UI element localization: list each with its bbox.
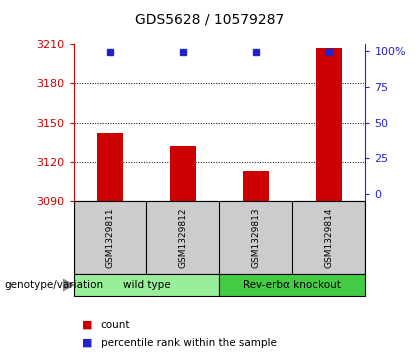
Text: ■: ■ xyxy=(82,320,92,330)
Bar xyxy=(316,48,342,201)
Text: wild type: wild type xyxy=(123,280,170,290)
Text: GDS5628 / 10579287: GDS5628 / 10579287 xyxy=(135,13,285,27)
Text: count: count xyxy=(101,320,130,330)
Bar xyxy=(74,274,220,296)
Text: percentile rank within the sample: percentile rank within the sample xyxy=(101,338,277,348)
Bar xyxy=(220,274,365,296)
Bar xyxy=(97,133,123,201)
Bar xyxy=(243,171,269,201)
Bar xyxy=(170,146,196,201)
Text: GSM1329812: GSM1329812 xyxy=(178,207,187,268)
Text: ■: ■ xyxy=(82,338,92,348)
Text: GSM1329813: GSM1329813 xyxy=(252,207,260,268)
Text: genotype/variation: genotype/variation xyxy=(4,280,103,290)
Polygon shape xyxy=(63,278,75,291)
Text: GSM1329814: GSM1329814 xyxy=(324,207,333,268)
Text: GSM1329811: GSM1329811 xyxy=(105,207,115,268)
Text: Rev-erbα knockout: Rev-erbα knockout xyxy=(244,280,341,290)
